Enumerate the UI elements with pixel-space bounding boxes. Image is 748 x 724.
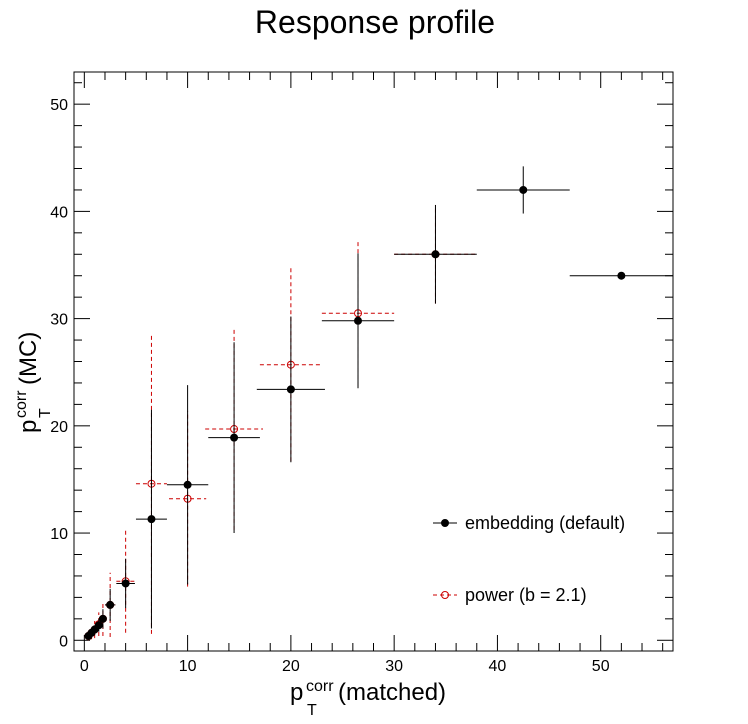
data-point xyxy=(617,271,626,280)
data-point xyxy=(106,600,115,609)
x-axis-title-main: p xyxy=(290,679,303,706)
y-axis-title: p T corr (MC) xyxy=(13,332,54,433)
legend-label-power: power (b = 2.1) xyxy=(465,585,587,605)
x-tick-label: 10 xyxy=(179,658,197,675)
y-tick-label: 50 xyxy=(50,97,68,114)
legend-entry-embedding: embedding (default) xyxy=(433,513,625,533)
x-tick-label: 40 xyxy=(489,658,507,675)
x-axis-title-subscript: T xyxy=(307,702,317,719)
data-point xyxy=(354,316,363,325)
y-axis-title-main: p xyxy=(15,420,42,433)
legend-marker-embedding xyxy=(441,519,449,527)
y-axis-title-tail: (MC) xyxy=(15,332,42,385)
legend: embedding (default) power (b = 2.1) xyxy=(433,513,625,605)
x-tick-label: 50 xyxy=(592,658,610,675)
chart-title: Response profile xyxy=(255,4,495,40)
y-tick-label: 0 xyxy=(59,633,68,650)
y-axis-title-subscript: T xyxy=(37,408,54,418)
x-axis-title-superscript: corr xyxy=(306,678,334,695)
data-point xyxy=(98,614,107,623)
y-tick-label: 30 xyxy=(50,312,68,329)
x-axis-title-tail: (matched) xyxy=(338,679,446,706)
y-tick-label: 20 xyxy=(50,419,68,436)
data-point xyxy=(519,185,528,194)
data-layer xyxy=(84,166,673,641)
ticks-layer xyxy=(74,72,673,651)
x-tick-label: 20 xyxy=(282,658,300,675)
series-embedding xyxy=(84,166,673,640)
data-point xyxy=(431,250,440,259)
y-axis-title-superscript: corr xyxy=(13,390,30,418)
data-point xyxy=(183,480,192,489)
data-point xyxy=(147,515,156,524)
x-axis-title: p T corr (matched) xyxy=(290,678,446,719)
data-point xyxy=(94,621,103,630)
data-point xyxy=(230,433,239,442)
y-tick-label: 40 xyxy=(50,204,68,221)
tick-labels-layer: 0 10 20 30 40 50 0 10 20 30 40 50 xyxy=(50,97,610,675)
data-point xyxy=(121,579,130,588)
legend-label-embedding: embedding (default) xyxy=(465,513,625,533)
y-tick-label: 10 xyxy=(50,526,68,543)
x-tick-label: 30 xyxy=(385,658,403,675)
legend-marker-power xyxy=(441,591,449,599)
data-point xyxy=(286,385,295,394)
legend-entry-power: power (b = 2.1) xyxy=(433,585,587,605)
x-tick-label: 0 xyxy=(80,658,89,675)
